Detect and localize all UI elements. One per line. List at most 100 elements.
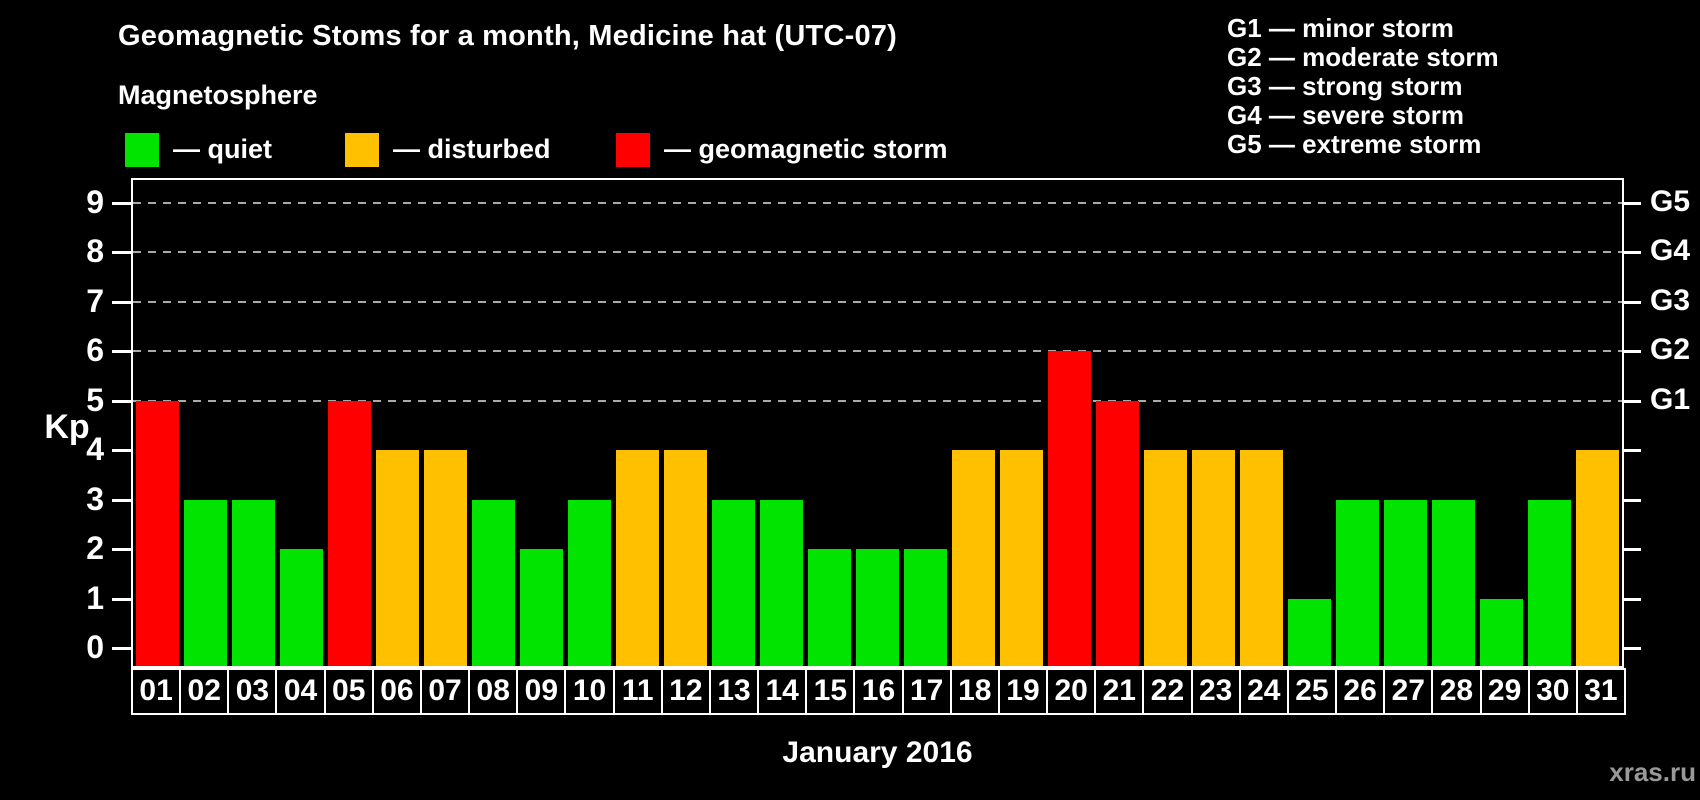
left-tick-0 [112,647,131,650]
legend-item-storm: — geomagnetic storm [616,132,948,167]
y-axis-title: Kp [44,408,90,446]
right-tick-9 [1622,201,1641,205]
kp-tick-label-3: 3 [86,480,104,517]
bar-day-04 [279,549,323,666]
left-tick-6 [112,350,131,353]
legend-label-storm: — geomagnetic storm [664,134,948,164]
plot-area [131,178,1624,668]
day-label-19: 19 [997,668,1049,715]
bar-day-27 [1384,499,1428,666]
bar-day-16 [855,549,899,666]
bar-day-09 [519,549,563,666]
disturbed-color-swatch [345,132,379,167]
bar-day-06 [375,450,419,666]
day-label-26: 26 [1335,668,1386,715]
day-label-31: 31 [1575,668,1626,715]
bar-day-23 [1192,450,1236,666]
kp-tick-label-7: 7 [86,282,104,319]
right-tick-8 [1622,251,1641,254]
bar-day-29 [1480,598,1524,666]
bar-day-12 [663,450,707,666]
bar-day-15 [807,549,851,666]
kp-tick-label-8: 8 [86,233,104,269]
gridline-kp-9 [133,201,1622,204]
day-label-14: 14 [757,668,808,715]
bar-day-19 [1000,450,1044,666]
left-tick-9 [112,201,131,205]
g4-legend-line: G4 — severe storm [1227,100,1465,130]
g-tick-label-g2: G2 [1650,333,1691,366]
day-label-07: 07 [419,668,471,715]
right-tick-6 [1622,350,1641,353]
g-tick-label-g3: G3 [1650,283,1691,317]
g1-legend-line: G1 — minor storm [1227,13,1454,43]
g-tick-label-g5: G5 [1650,184,1691,218]
day-label-20: 20 [1046,668,1097,715]
g-tick-label-g1: G1 [1650,382,1691,416]
bar-day-26 [1336,499,1380,666]
kp-tick-label-4: 4 [86,431,104,467]
gridline-kp-5 [133,399,1622,402]
left-tick-7 [112,300,131,304]
chart-title: Geomagnetic Stoms for a month, Medicine … [118,20,897,52]
left-tick-8 [112,251,131,254]
left-tick-2 [112,548,131,551]
kp-tick-label-5: 5 [86,381,104,418]
bar-day-02 [183,499,227,666]
day-label-01: 01 [131,668,182,715]
g2-legend-line: G2 — moderate storm [1227,42,1499,72]
day-label-02: 02 [179,668,230,715]
x-axis-day-labels: 01 02 03 04 05 06 07 08 09 10 11 12 13 14 15 16 17 18 19 20… [131,668,1626,715]
g5-legend-line: G5 — extreme storm [1227,129,1482,159]
gridline-kp-6 [133,350,1622,352]
day-label-27: 27 [1383,668,1434,715]
right-tick-7 [1622,300,1641,304]
bar-day-13 [711,499,755,666]
x-axis-title: January 2016 [782,736,973,769]
g3-legend-line: G3 — strong storm [1227,71,1463,101]
day-label-24: 24 [1238,668,1289,715]
day-label-16: 16 [853,668,904,715]
legend-label-quiet: — quiet [173,134,272,164]
storm-color-swatch [616,132,650,167]
right-tick-4 [1622,449,1641,452]
day-label-05: 05 [323,668,374,715]
bar-day-07 [423,450,467,666]
magnetosphere-label: Magnetosphere [118,80,318,110]
kp-tick-label-9: 9 [86,183,104,220]
bar-day-11 [615,450,659,666]
day-label-23: 23 [1190,668,1241,715]
quiet-color-swatch [125,132,159,167]
day-label-29: 29 [1479,668,1530,715]
legend-label-disturbed: — disturbed [393,134,551,164]
left-tick-1 [112,597,131,601]
day-label-21: 21 [1094,668,1145,715]
left-tick-5 [112,399,131,403]
right-tick-1 [1622,597,1641,601]
bar-day-18 [952,450,996,666]
bar-day-21 [1096,400,1140,666]
kp-tick-label-6: 6 [86,332,104,368]
bar-day-08 [471,499,515,666]
g-scale-legend: G1 — minor storm G2 — moderate storm G3 … [1227,14,1499,159]
left-tick-3 [112,498,131,502]
bar-day-22 [1144,450,1188,666]
bar-day-17 [904,549,948,666]
day-label-13: 13 [708,668,760,715]
watermark: xras.ru [1609,757,1696,787]
bar-day-31 [1576,450,1620,666]
gridline-kp-8 [133,251,1622,253]
day-label-18: 18 [949,668,1000,715]
day-label-09: 09 [516,668,567,715]
bar-day-28 [1432,499,1476,666]
day-label-03: 03 [227,668,278,715]
day-label-28: 28 [1431,668,1482,715]
right-tick-2 [1622,548,1641,551]
kp-tick-label-0: 0 [86,629,104,665]
day-label-15: 15 [805,668,856,715]
right-tick-3 [1622,498,1641,502]
bar-day-03 [231,499,275,666]
day-label-11: 11 [612,668,663,715]
legend-item-disturbed: — disturbed [345,132,551,167]
